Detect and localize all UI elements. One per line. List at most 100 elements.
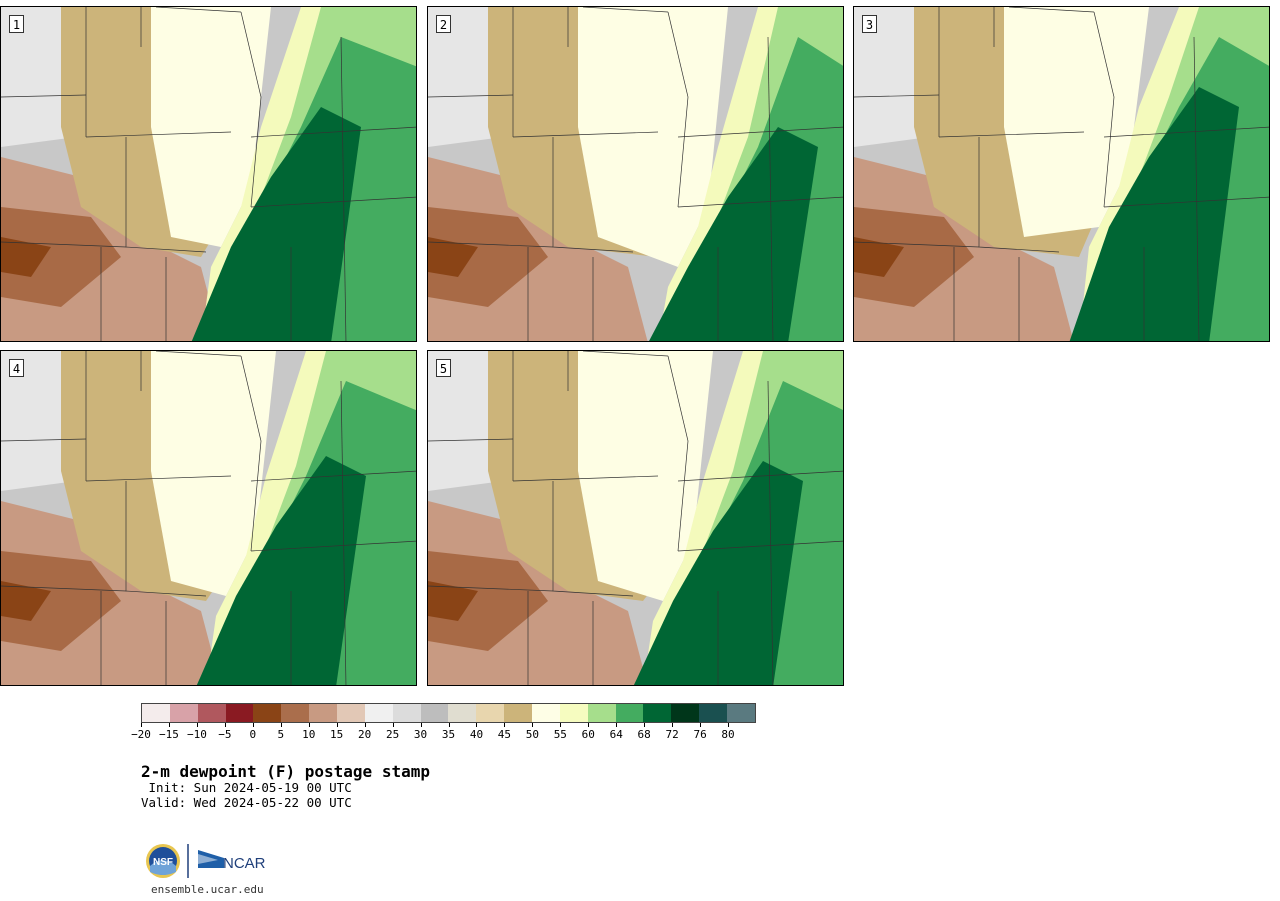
colorbar-tick-label: 68	[637, 728, 651, 741]
colorbar-swatch	[476, 704, 505, 722]
state-boundary	[240, 11, 262, 208]
tropical-moist-area	[649, 127, 818, 341]
colorbar-tick	[700, 723, 702, 727]
state-boundary	[240, 355, 262, 552]
colorbar-tick-label: −5	[218, 728, 232, 741]
colorbar-tick	[672, 723, 674, 727]
colorbar-tick	[336, 723, 338, 727]
colorbar-tick	[280, 723, 282, 727]
state-boundary	[428, 241, 554, 248]
colorbar-swatch	[587, 704, 616, 722]
colorbar-swatch	[281, 704, 310, 722]
ncar-logo-icon: NCAR	[198, 850, 266, 872]
colorbar-tick	[728, 723, 730, 727]
ncar-logo-text: NCAR	[223, 855, 266, 872]
state-boundary	[1, 241, 127, 248]
colorbar-tick-label: 64	[609, 728, 623, 741]
colorbar-tick-label: −15	[159, 728, 179, 741]
state-boundary	[677, 540, 843, 552]
colorbar-tick	[560, 723, 562, 727]
colorbar-swatch	[337, 704, 365, 722]
state-boundary	[85, 475, 232, 482]
state-boundary	[938, 131, 1085, 138]
colorbar-swatch	[671, 704, 700, 722]
state-boundary	[677, 126, 843, 138]
state-boundary	[854, 94, 940, 98]
colorbar-tick-label: 5	[277, 728, 285, 741]
plot-title: 2-m dewpoint (F) postage stamp	[141, 762, 430, 781]
site-url: ensemble.ucar.edu	[151, 883, 264, 896]
desert-area	[1, 207, 121, 307]
map-panel-5: 5	[427, 350, 844, 686]
map-2	[428, 7, 843, 341]
state-boundary	[85, 131, 232, 138]
state-boundary	[250, 196, 416, 208]
panel-label: 5	[436, 359, 451, 377]
colorbar-tick-label: 15	[330, 728, 344, 741]
colorbar-swatch	[699, 704, 728, 722]
tropical-moist-area	[196, 456, 366, 685]
panel-label: 4	[9, 359, 24, 377]
map-panel-1: 1	[0, 6, 417, 342]
state-boundary	[1103, 196, 1269, 208]
colorbar-tick-label: 45	[497, 728, 512, 741]
plains-moist-edge	[151, 7, 271, 247]
init-time: Init: Sun 2024-05-19 00 UTC	[141, 780, 352, 795]
colorbar-tick-label: 76	[693, 728, 707, 741]
logos: NSF NCAR	[146, 844, 266, 878]
map-panel-2: 2	[427, 6, 844, 342]
colorbar-swatch	[420, 704, 449, 722]
state-boundary	[667, 11, 689, 208]
colorbar-tick-label: 0	[249, 728, 257, 741]
desert-area	[428, 551, 548, 651]
panel-label: 2	[436, 15, 451, 33]
colorbar-swatch	[169, 704, 198, 722]
colorbar-tick	[616, 723, 618, 727]
colorbar-tick	[448, 723, 450, 727]
colorbar-tick-label: 10	[302, 728, 316, 741]
tropical-moist-area	[633, 461, 803, 685]
colorbar-tick	[252, 723, 254, 727]
colorbar-tick-label: 60	[581, 728, 595, 741]
map-1	[1, 7, 416, 341]
panel-label: 1	[9, 15, 24, 33]
colorbar-swatch	[504, 704, 533, 722]
desert-area	[428, 207, 548, 307]
colorbar-swatch	[253, 704, 282, 722]
state-boundary	[582, 351, 669, 357]
state-boundary	[250, 126, 416, 138]
state-boundary	[1093, 11, 1115, 208]
map-panel-4: 4	[0, 350, 417, 686]
colorbar-tick-label: 20	[358, 728, 372, 741]
colorbar-swatch	[559, 704, 588, 722]
state-boundary	[854, 241, 980, 248]
state-boundary	[1008, 7, 1095, 13]
plains-moist-edge	[578, 7, 728, 267]
state-boundary	[1, 438, 87, 442]
state-boundary	[428, 438, 514, 442]
state-boundary	[1193, 36, 1200, 341]
tropical-moist-area	[1069, 87, 1239, 341]
panel-label: 3	[862, 15, 877, 33]
colorbar-tick	[224, 723, 226, 727]
state-boundary	[582, 7, 669, 13]
map-3	[854, 7, 1269, 341]
state-boundary	[428, 94, 514, 98]
state-boundary	[155, 7, 242, 13]
state-boundary	[767, 380, 774, 685]
desert-core-area	[428, 581, 478, 621]
colorbar-tick	[168, 723, 170, 727]
colorbar-tick	[308, 723, 310, 727]
state-boundary	[677, 196, 843, 208]
state-boundary	[250, 470, 416, 482]
desert-area	[854, 207, 974, 307]
state-boundary	[340, 380, 347, 685]
colorbar-tick-label: 80	[721, 728, 735, 741]
state-boundary	[767, 36, 774, 341]
state-boundary	[155, 351, 242, 357]
state-boundary	[428, 585, 554, 592]
state-boundary	[1, 585, 127, 592]
state-boundary	[1, 94, 87, 98]
colorbar-tick-label: 35	[441, 728, 456, 741]
plains-moist-edge	[1004, 7, 1149, 237]
